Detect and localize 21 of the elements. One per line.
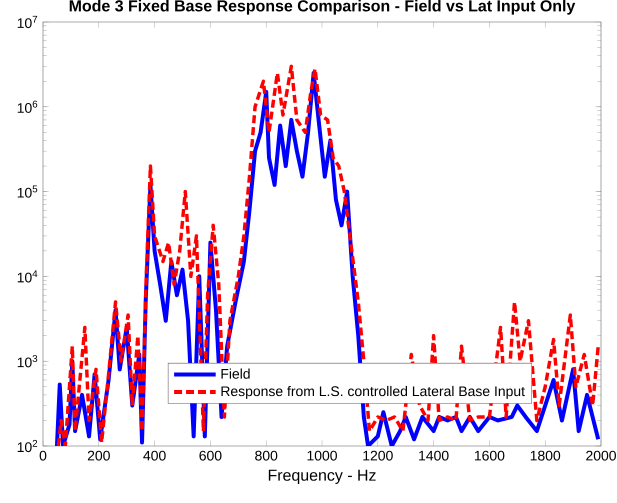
x-tick-label: 0 [40, 450, 46, 461]
x-tick-label: 1200 [363, 450, 393, 461]
x-tick-label: 1600 [474, 450, 504, 461]
y-tick-label: 10$^{2}$ [18, 440, 38, 452]
x-tick-label: 400 [143, 450, 166, 461]
x-tick-label: 2000 [586, 450, 616, 461]
y-tick-label: 10$^{3}$ [18, 355, 38, 368]
y-tick-label: 10$^{5}$ [18, 186, 38, 198]
x-axis-title: Frequency - Hz [268, 470, 376, 484]
y-tick-label: 10$^{6}$ [18, 100, 38, 113]
x-tick-label: 1400 [419, 450, 449, 461]
legend-label: Response from L.S. controlled Lateral Base Input [221, 386, 525, 399]
x-tick-label: 1800 [530, 450, 560, 461]
x-tick-label: 600 [199, 450, 222, 461]
y-tick-label: 10$^{7}$ [18, 16, 38, 28]
x-tick-label: 200 [88, 450, 110, 461]
x-tick-label: 1000 [308, 450, 337, 461]
chart-title: Mode 3 Fixed Base Response Comparison - Field vs Lat Input Only [70, 0, 576, 15]
legend-label: Field [221, 368, 250, 379]
x-tick-label: 800 [255, 450, 278, 461]
y-tick-label: 10$^{4}$ [18, 270, 38, 282]
